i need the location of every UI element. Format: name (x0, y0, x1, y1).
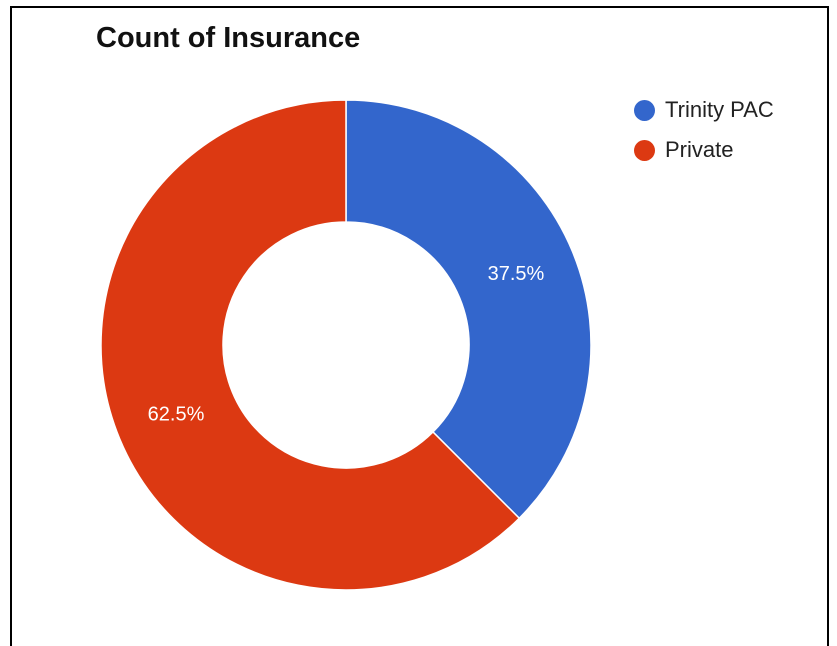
slice-private[interactable] (100, 99, 521, 591)
chart-title: Count of Insurance (96, 22, 361, 54)
legend-item-trinity-pac[interactable]: Trinity PAC (634, 95, 774, 125)
legend-item-private[interactable]: Private (634, 135, 774, 165)
legend-label-private: Private (665, 137, 734, 162)
slice-label-private: 62.5% (148, 404, 205, 426)
legend-swatch-trinity-pac (634, 99, 655, 121)
slice-label-trinity-pac: 37.5% (488, 263, 545, 285)
legend-label-trinity-pac: Trinity PAC (665, 97, 774, 122)
donut-chart: 37.5% 62.5% (100, 99, 592, 591)
chart-legend: Trinity PAC Private (634, 95, 774, 175)
legend-swatch-private (634, 139, 655, 161)
slice-trinity-pac[interactable] (345, 99, 592, 520)
